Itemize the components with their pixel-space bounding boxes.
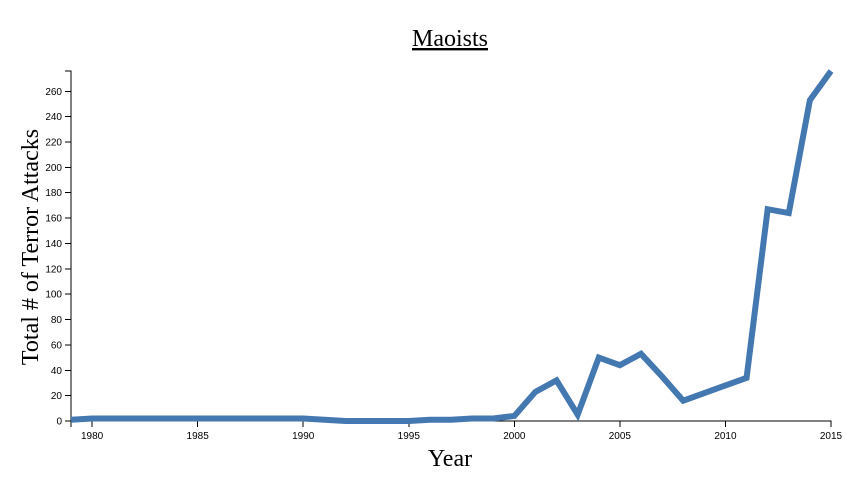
y-axis-line xyxy=(65,70,72,422)
y-tick-label: 60 xyxy=(51,340,63,351)
series-line xyxy=(70,69,834,424)
y-tick-label: 140 xyxy=(45,239,62,250)
y-tick-label: 260 xyxy=(45,87,62,98)
x-axis-label: Year xyxy=(428,446,472,472)
x-axis: 1980 1985 1990 1995 2000 2005 2010 2015 xyxy=(70,420,843,442)
y-tick-label: 80 xyxy=(51,315,63,326)
x-tick-label: 2000 xyxy=(503,431,526,442)
x-tick-label: 2015 xyxy=(820,431,843,442)
y-tick-label: 100 xyxy=(45,290,62,301)
y-tick-label: 180 xyxy=(45,188,62,199)
y-tick-label: 0 xyxy=(56,417,62,428)
y-tick-label: 240 xyxy=(45,112,62,123)
y-tick-label: 160 xyxy=(45,214,62,225)
y-tick-label: 40 xyxy=(51,366,63,377)
plot-area xyxy=(70,69,834,424)
x-tick-label: 2005 xyxy=(609,431,632,442)
y-tick-label: 20 xyxy=(51,391,63,402)
x-tick-label: 1980 xyxy=(81,431,104,442)
y-tick-label: 120 xyxy=(45,264,62,275)
x-tick-label: 1995 xyxy=(398,431,421,442)
x-tick-label: 2010 xyxy=(714,431,737,442)
y-tick-label: 220 xyxy=(45,138,62,149)
y-tick-label: 200 xyxy=(45,163,62,174)
x-tick-label: 1990 xyxy=(292,431,315,442)
y-axis: 0 20 40 60 80 100 120 140 160 180 200 220 240 260 xyxy=(45,70,72,428)
x-tick-label: 1985 xyxy=(187,431,210,442)
chart-title: Maoists xyxy=(412,26,488,52)
y-axis-label: Total # of Terror Attacks xyxy=(18,129,44,365)
